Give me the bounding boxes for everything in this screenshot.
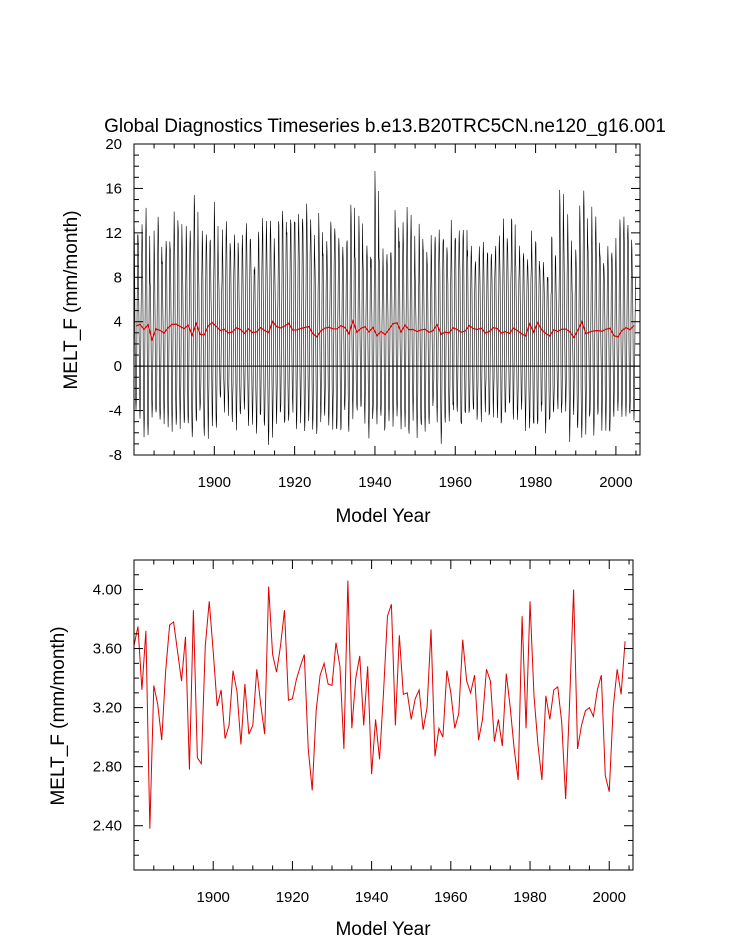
x-tick-label: 2000 xyxy=(593,889,626,906)
x-axis-ticks: 1900 1920 1940 1960 1980 2000 xyxy=(133,560,630,906)
y-tick-label: 12 xyxy=(105,225,122,242)
x-tick-label: 1980 xyxy=(513,889,546,906)
y-tick-label: -4 xyxy=(109,403,122,420)
y-tick-label: 3.20 xyxy=(93,700,122,717)
x-tick-label: 1900 xyxy=(198,474,231,491)
y-tick-label: -8 xyxy=(109,447,122,464)
series-annual-mean-line xyxy=(135,319,635,342)
y-tick-label: 3.60 xyxy=(93,641,122,658)
x-axis-ticks: 1900 1920 1940 1960 1980 2000 xyxy=(133,144,637,491)
plot-area-annual xyxy=(133,580,626,829)
plot-frame xyxy=(133,559,634,871)
y-tick-label: 2.40 xyxy=(93,818,122,835)
x-axis-label: Model Year xyxy=(335,919,431,940)
x-tick-label: 1960 xyxy=(434,889,467,906)
x-axis-label: Model Year xyxy=(335,506,431,527)
x-tick-label: 1900 xyxy=(197,889,230,906)
y-tick-label: 20 xyxy=(105,136,122,153)
chart-annual: 1900 1920 1940 1960 1980 2000 2.40 2.80 3.20 3.6… xyxy=(48,559,634,940)
y-tick-label: 0 xyxy=(114,358,122,375)
chart-monthly: Global Diagnostics Timeseries b.e13.B20T… xyxy=(61,116,666,527)
y-tick-label: 2.80 xyxy=(93,759,122,776)
y-axis-ticks: -8 -4 0 4 8 12 16 20 xyxy=(105,136,640,464)
y-tick-label: 8 xyxy=(114,269,122,286)
x-tick-label: 1920 xyxy=(276,889,309,906)
plot-frame xyxy=(133,143,641,456)
x-tick-label: 1980 xyxy=(519,474,552,491)
y-axis-ticks: 2.40 2.80 3.20 3.60 4.00 xyxy=(93,559,633,871)
x-tick-label: 1940 xyxy=(358,474,391,491)
chart-title: Global Diagnostics Timeseries b.e13.B20T… xyxy=(104,116,666,137)
plot-area-monthly xyxy=(133,171,640,445)
y-tick-label: 4 xyxy=(114,314,122,331)
y-tick-label: 16 xyxy=(105,180,122,197)
x-tick-label: 1960 xyxy=(439,474,472,491)
y-axis-label: MELT_F (mm/month) xyxy=(61,210,82,389)
series-annual-line xyxy=(133,580,626,829)
x-tick-label: 1940 xyxy=(355,889,388,906)
y-axis-label: MELT_F (mm/month) xyxy=(48,626,69,805)
y-tick-label: 4.00 xyxy=(93,582,122,599)
x-tick-label: 2000 xyxy=(599,474,632,491)
x-tick-label: 1920 xyxy=(278,474,311,491)
series-monthly-line xyxy=(133,171,636,445)
